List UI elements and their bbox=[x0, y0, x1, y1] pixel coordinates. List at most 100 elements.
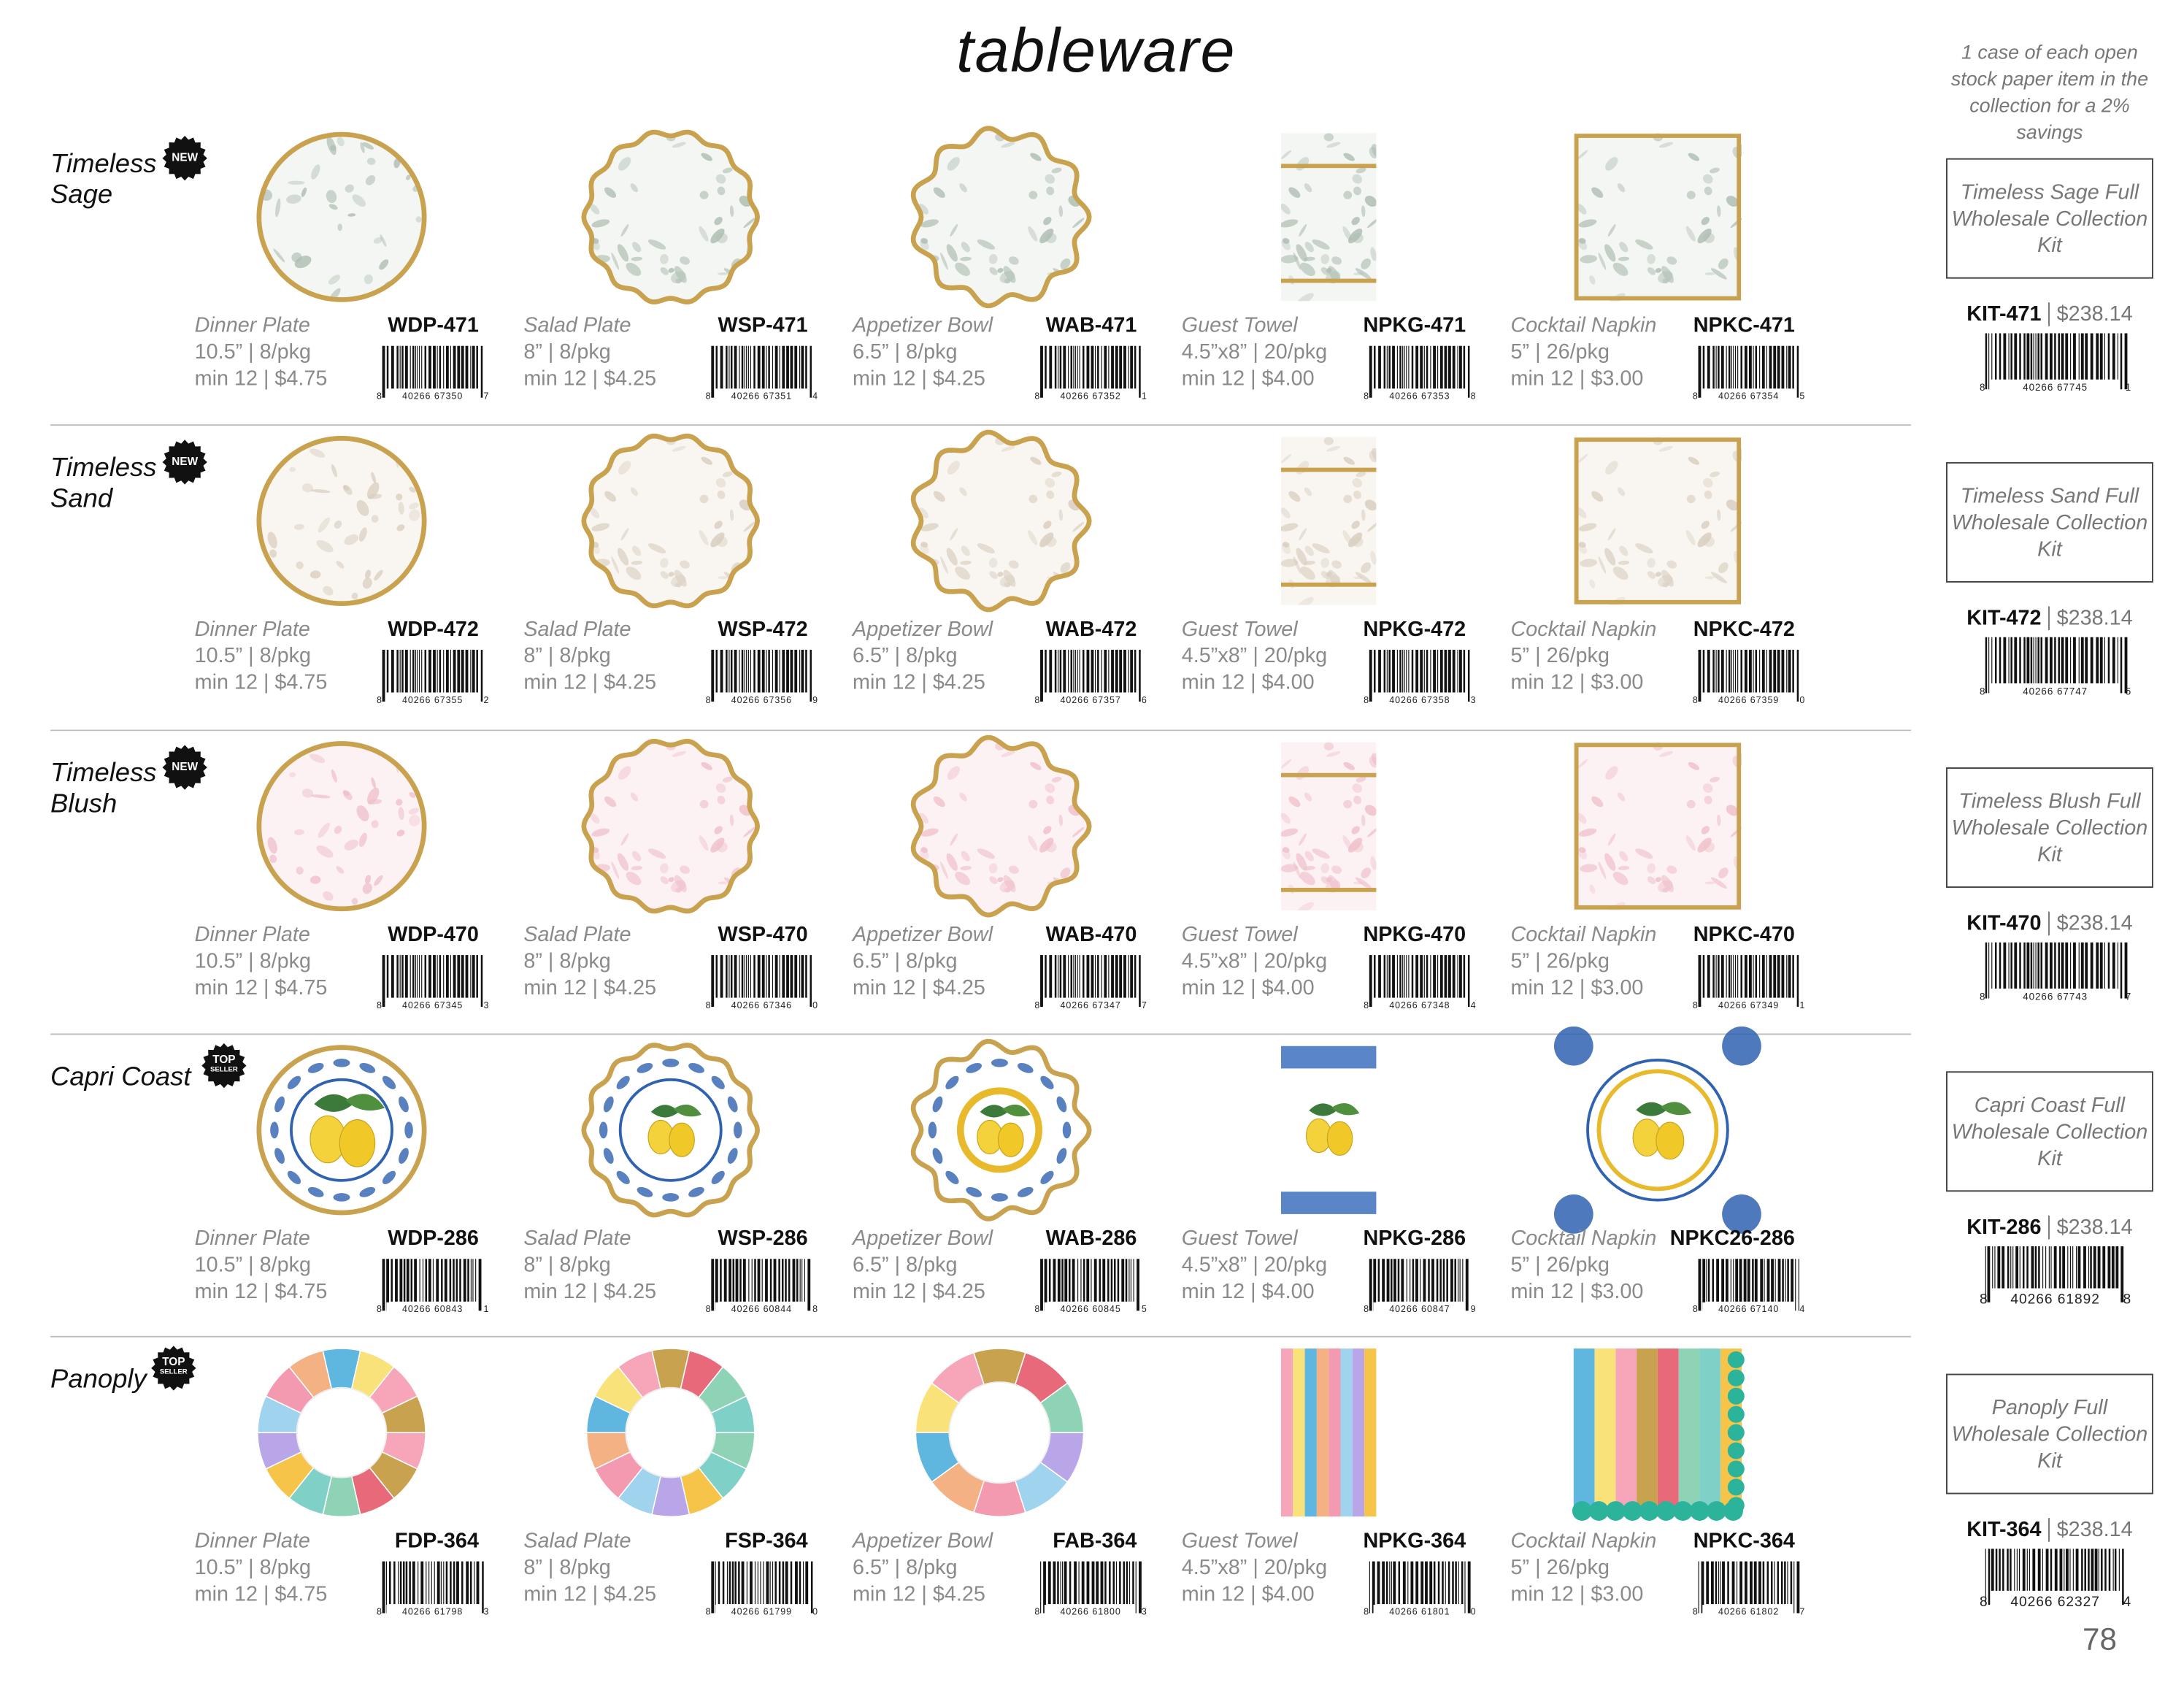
barcode-bar bbox=[396, 345, 399, 389]
product-size: 4.5”x8” | 20/pkg bbox=[1181, 340, 1328, 364]
barcode-bar bbox=[735, 1259, 739, 1302]
napkin-stripe bbox=[1573, 1349, 1595, 1517]
barcode-bar bbox=[810, 1561, 813, 1614]
barcode-bar bbox=[734, 649, 737, 693]
floral-motif bbox=[1039, 532, 1054, 548]
barcode-bar bbox=[450, 649, 451, 693]
barcode-bar bbox=[1988, 942, 1990, 999]
floral-motif bbox=[1605, 157, 1618, 171]
barcode-bar bbox=[1796, 345, 1799, 398]
barcode-bar bbox=[2035, 333, 2037, 380]
floral-motif bbox=[1300, 566, 1315, 580]
barcode-bar bbox=[1063, 345, 1066, 389]
floral-motif bbox=[328, 275, 341, 285]
barcode-bar bbox=[2085, 942, 2088, 989]
product-size: 5” | 26/pkg bbox=[1510, 1253, 1610, 1278]
floral-motif bbox=[1046, 186, 1055, 196]
barcode-bar bbox=[476, 345, 478, 389]
floral-motif bbox=[1688, 456, 1700, 465]
floral-motif bbox=[1655, 268, 1662, 273]
barcode-bar bbox=[2097, 1246, 2101, 1289]
barcode-digits: 8 bbox=[706, 391, 711, 402]
barcode-bar bbox=[437, 1561, 440, 1605]
gold-stripe bbox=[1280, 582, 1377, 587]
barcode-bar bbox=[1111, 345, 1114, 389]
product-size: 8” | 8/pkg bbox=[523, 949, 611, 974]
barcode-bar bbox=[1773, 345, 1777, 389]
barcode-bar bbox=[1698, 955, 1702, 1008]
floral-motif bbox=[1312, 543, 1330, 553]
product-name: Salad Plate bbox=[523, 1227, 631, 1251]
barcode-bar bbox=[1769, 955, 1772, 998]
barcode-bar bbox=[2080, 637, 2084, 683]
barcode-bar bbox=[1104, 1561, 1107, 1605]
barcode-digits: 8 bbox=[377, 1000, 382, 1010]
product-minimum: min 12 | $4.75 bbox=[194, 367, 328, 391]
name-line: Timeless bbox=[50, 150, 157, 180]
barcode-bar bbox=[1750, 1561, 1753, 1605]
barcode-bar bbox=[1985, 637, 1988, 694]
product-image bbox=[581, 433, 761, 609]
barcode-bar bbox=[2040, 942, 2042, 989]
floral-motif bbox=[1331, 560, 1342, 569]
barcode-bar bbox=[1426, 955, 1429, 998]
barcode-bar bbox=[1796, 649, 1799, 702]
barcode-bar bbox=[2010, 1246, 2012, 1289]
barcode-digits: 40266 67353 bbox=[1389, 391, 1450, 402]
floral-motif bbox=[660, 876, 669, 885]
barcode-bar bbox=[1049, 955, 1053, 998]
product-name: Dinner Plate bbox=[194, 313, 310, 338]
barcode-bar bbox=[2003, 942, 2007, 989]
barcode-bar bbox=[2107, 1246, 2111, 1289]
barcode-bar bbox=[1985, 333, 1988, 390]
floral-motif bbox=[660, 558, 669, 568]
barcode-bar bbox=[741, 345, 744, 389]
floral-motif bbox=[955, 566, 971, 580]
barcode-digits: 40266 67356 bbox=[731, 695, 792, 705]
barcode-bar bbox=[1737, 649, 1739, 693]
floral-motif bbox=[261, 445, 273, 456]
barcode-bar bbox=[410, 1259, 413, 1302]
barcode-bar bbox=[415, 649, 417, 693]
barcode-bar bbox=[472, 955, 475, 998]
barcode-bar bbox=[1777, 1561, 1780, 1605]
barcode-bar bbox=[2026, 637, 2030, 683]
floral-motif bbox=[946, 244, 958, 262]
product-sku: WSP-472 bbox=[718, 617, 808, 642]
floral-motif bbox=[1043, 521, 1052, 529]
barcode-bar bbox=[2058, 637, 2060, 683]
barcode-bar bbox=[778, 1259, 780, 1302]
barcode-bar bbox=[1401, 1259, 1404, 1302]
floral-motif bbox=[273, 248, 285, 263]
barcode-bar bbox=[1040, 345, 1043, 398]
barcode-bar bbox=[1431, 1259, 1434, 1302]
collection-name: Panoply bbox=[50, 1365, 147, 1396]
floral-motif bbox=[301, 789, 314, 798]
barcode-bar bbox=[2014, 942, 2018, 989]
barcode-bar bbox=[1731, 1561, 1735, 1605]
floral-motif bbox=[997, 572, 1004, 577]
product-image bbox=[1572, 1349, 1745, 1521]
floral-motif bbox=[1028, 191, 1038, 199]
barcode-bar bbox=[2019, 333, 2021, 380]
floral-motif bbox=[1343, 761, 1355, 770]
floral-motif bbox=[356, 499, 369, 516]
barcode-bar bbox=[1439, 345, 1443, 389]
barcode-bar bbox=[792, 1259, 796, 1302]
floral-motif bbox=[1072, 521, 1085, 532]
barcode-bar bbox=[746, 955, 747, 998]
barcode-digits: 8 bbox=[1980, 382, 1985, 393]
barcode-bar bbox=[1396, 345, 1398, 389]
floral-motif bbox=[1343, 153, 1355, 161]
blue-motif bbox=[616, 1075, 630, 1089]
barcode-bar bbox=[1426, 649, 1429, 693]
barcode-bar bbox=[1043, 1561, 1046, 1614]
blue-motif bbox=[932, 1096, 943, 1113]
floral-motif bbox=[288, 180, 305, 185]
floral-motif bbox=[660, 571, 669, 579]
product-image bbox=[1573, 742, 1742, 910]
floral-motif bbox=[1578, 828, 1597, 837]
product-size: 6.5” | 8/pkg bbox=[853, 644, 958, 668]
floral-motif bbox=[401, 287, 412, 298]
barcode-bar bbox=[2118, 1549, 2120, 1591]
